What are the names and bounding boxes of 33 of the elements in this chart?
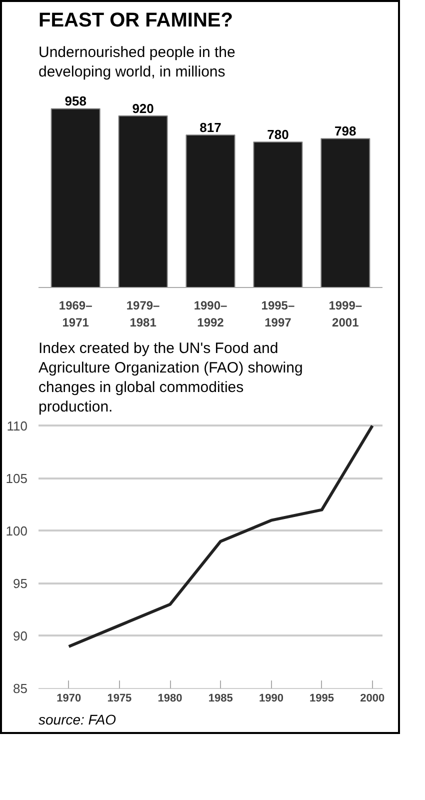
x-tick-label: 1995– 1997 [261, 298, 295, 330]
chart-subtitle: Undernourished people in the developing world, in millions [38, 44, 236, 80]
x-tick-label: 1970 [56, 692, 82, 704]
y-tick-label: 105 [6, 470, 28, 486]
bar [186, 134, 236, 288]
x-tick-label: 1985 [208, 692, 233, 704]
data-label: 798 [334, 124, 356, 139]
y-tick-label: 95 [13, 576, 28, 591]
source-note: source: FAO [38, 712, 116, 728]
data-label: 958 [64, 94, 86, 109]
y-tick-label: 100 [6, 523, 28, 538]
x-tick-label: 1999– 2001 [328, 298, 362, 330]
y-tick-label: 85 [13, 681, 28, 696]
chart-title: Index created by the UN's Food and Agriculture Organization (FAO) showing changes in global commodities production. [38, 340, 303, 416]
x-tick-label: 1969– 1971 [58, 298, 93, 330]
bar [253, 141, 303, 288]
bar [118, 115, 168, 288]
bar [320, 138, 370, 288]
x-tick-label: 1995 [310, 692, 334, 704]
x-tick-label: 1975 [107, 692, 132, 704]
data-label: 780 [267, 126, 289, 142]
y-tick-label: 90 [13, 628, 28, 644]
x-tick-label: 1979– 1981 [126, 298, 160, 330]
y-tick-label: 110 [6, 418, 28, 434]
data-label: 817 [200, 120, 222, 136]
bar [50, 108, 100, 288]
chart-title: FEAST OR FAMINE? [38, 10, 233, 32]
x-tick-label: 2000 [360, 692, 385, 704]
x-tick-label: 1980 [158, 692, 182, 704]
data-label: 920 [132, 100, 154, 116]
x-tick-label: 1990 [258, 692, 284, 704]
line-series [67, 424, 374, 648]
x-tick-label: 1990– 1992 [194, 298, 228, 330]
